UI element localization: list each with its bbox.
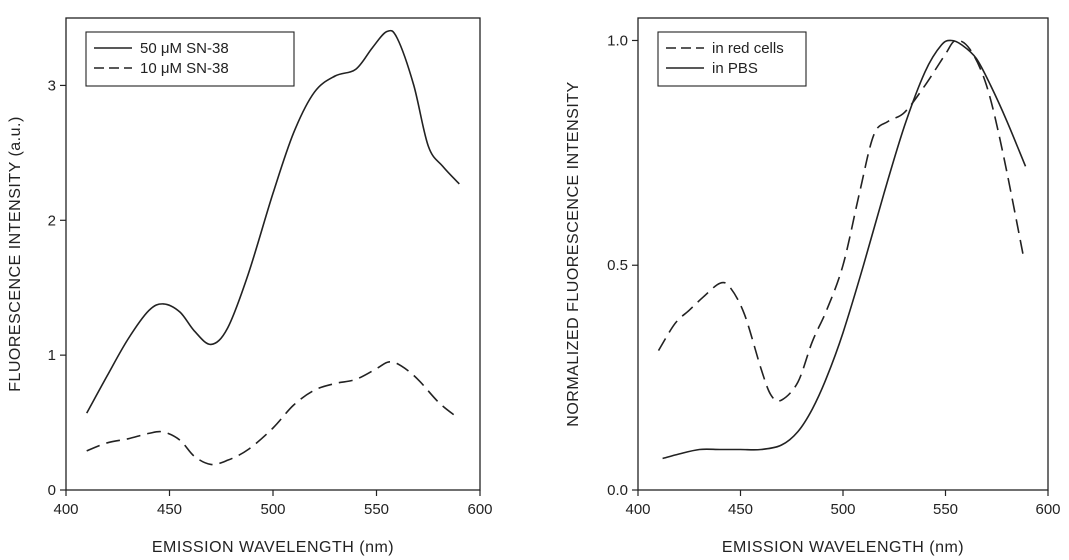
legend-box	[85, 31, 295, 87]
y-tick-label: 1.0	[607, 32, 628, 49]
y-tick-label: 0.0	[607, 482, 628, 499]
legend-box	[657, 31, 807, 87]
y-axis-label: NORMALIZED FLUORESCENCE INTENSITY	[565, 81, 582, 426]
x-tick-label: 450	[157, 501, 182, 518]
x-tick-label: 600	[1035, 501, 1060, 518]
left-chart: 400 450 500 550 600 0 1 2 3 EMISSION WAVELENGTH (…	[7, 17, 493, 556]
series-line-dashed	[86, 361, 456, 466]
y-axis-label: FLUORESCENCE INTENSITY (a.u.)	[7, 116, 24, 392]
legend: 50 μM SN-38 10 μM SN-38	[85, 31, 295, 87]
x-tick-label: 600	[467, 501, 492, 518]
x-axis-label: EMISSION WAVELENGTH (nm)	[152, 539, 394, 556]
y-tick-label: 2	[48, 212, 56, 229]
x-tick-label: 500	[830, 501, 855, 518]
right-chart: 400 450 500 550 600 0.0 0.5 1.0 EMISSION WAVELEN…	[565, 17, 1061, 556]
y-tick-label: 0	[48, 482, 56, 499]
x-tick-label: 500	[260, 501, 285, 518]
legend-label: 50 μM SN-38	[140, 40, 229, 57]
series-line-dashed	[657, 39, 1025, 402]
series-line-solid	[86, 29, 460, 414]
x-tick-label: 400	[53, 501, 78, 518]
y-tick-label: 0.5	[607, 257, 628, 274]
y-tick-label: 3	[48, 77, 56, 94]
y-tick-label: 1	[48, 347, 56, 364]
x-tick-label: 550	[933, 501, 958, 518]
legend-label: in red cells	[712, 40, 784, 57]
x-axis-label: EMISSION WAVELENGTH (nm)	[722, 539, 964, 556]
legend-label: 10 μM SN-38	[140, 60, 229, 77]
legend: in red cells in PBS	[657, 31, 807, 87]
x-tick-label: 400	[625, 501, 650, 518]
series-line-solid	[662, 39, 1027, 460]
plot-frame	[637, 17, 1049, 491]
x-tick-label: 550	[364, 501, 389, 518]
x-tick-label: 450	[728, 501, 753, 518]
legend-label: in PBS	[712, 60, 758, 77]
plot-frame	[65, 17, 481, 491]
